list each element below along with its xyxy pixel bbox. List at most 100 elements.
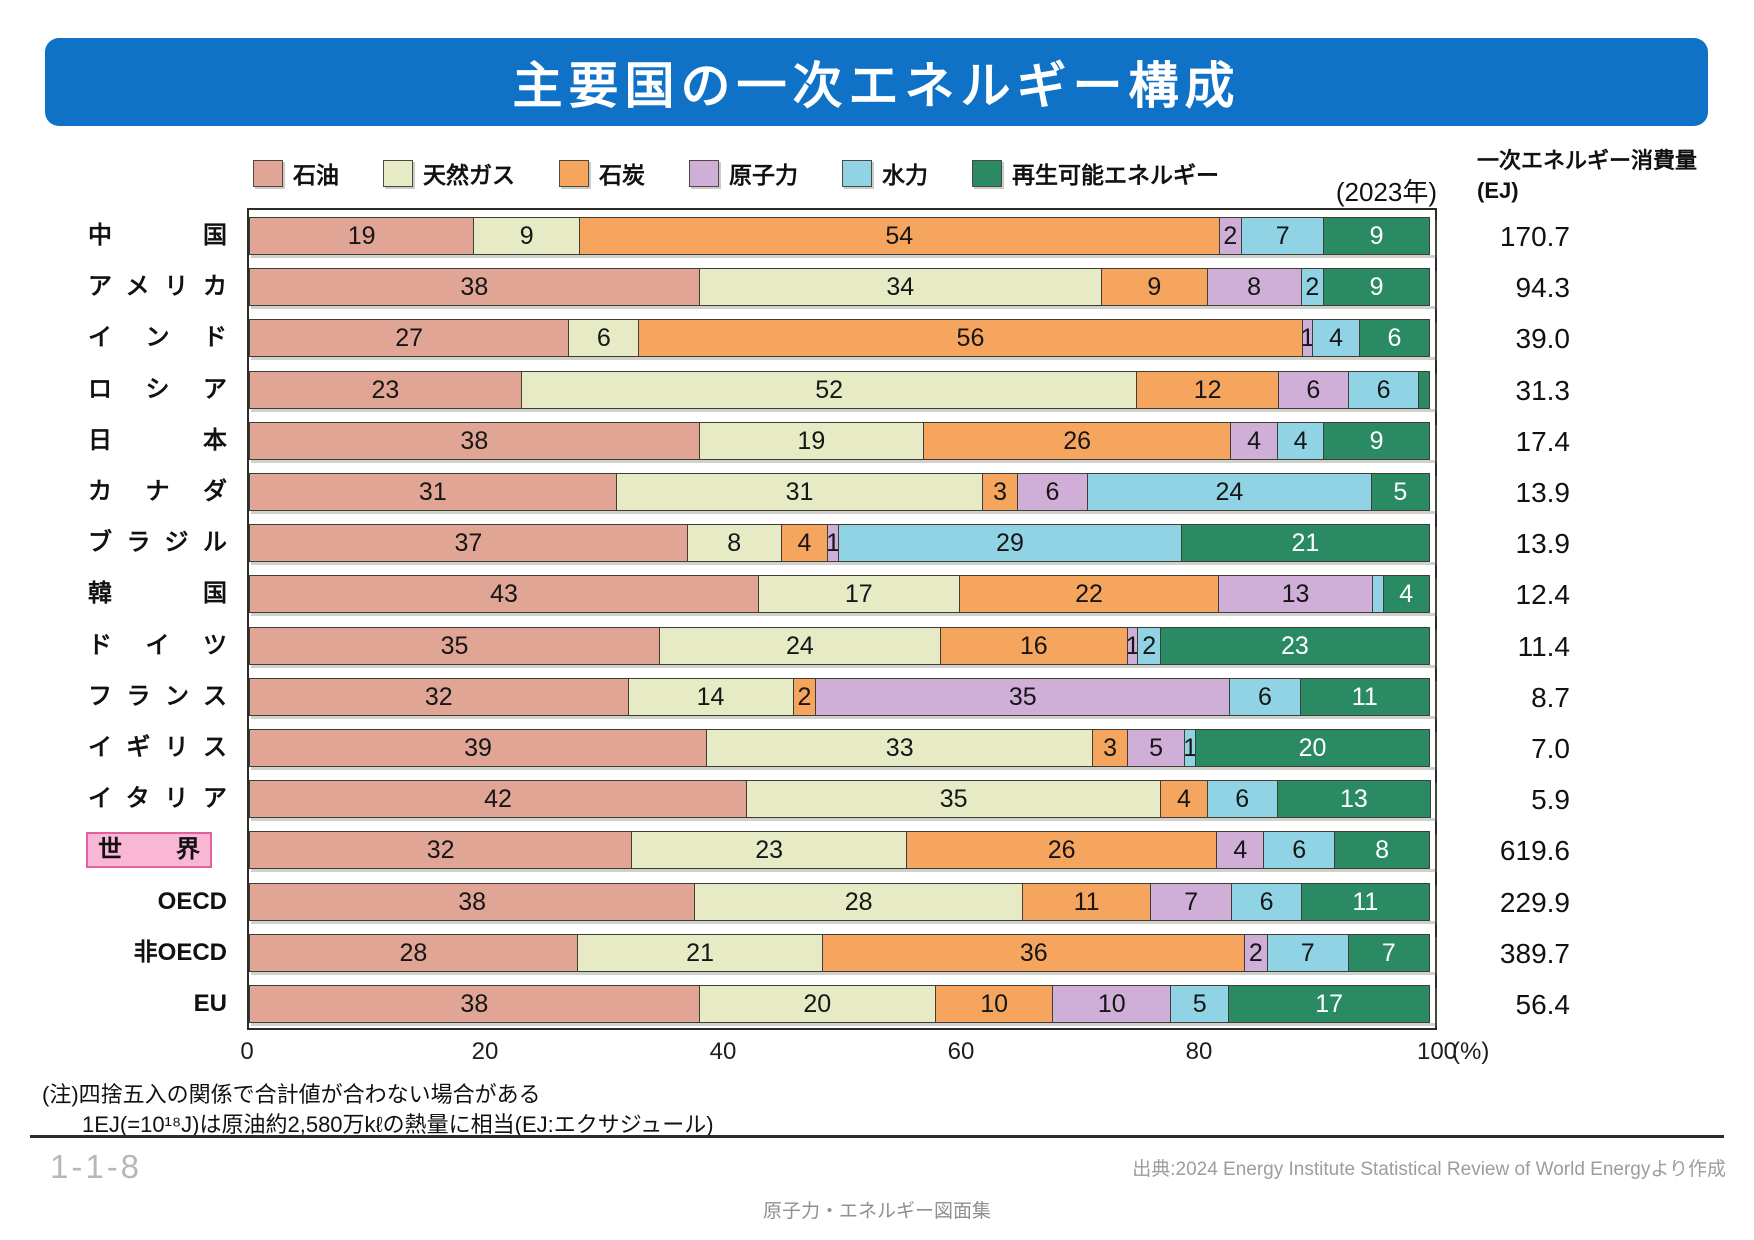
segment-oil-japan: 38 <box>249 422 700 460</box>
segment-oil-china: 19 <box>249 217 475 255</box>
segment-renewable-russia <box>1418 371 1430 409</box>
segment-nuclear-oecd: 7 <box>1150 883 1233 921</box>
segment-renewable-japan: 9 <box>1323 422 1430 460</box>
bar-row-india: 27 6 56 1 4 6 <box>249 319 1435 357</box>
segment-renewable-france: 11 <box>1299 678 1430 716</box>
consumption-value-non-oecd: 389.7 <box>1499 938 1570 969</box>
legend-swatch-renewable <box>972 159 1002 187</box>
segment-nuclear-japan: 4 <box>1230 422 1278 460</box>
country-label-non-oecd: 非OECD <box>133 939 227 966</box>
segment-nuclear-france: 35 <box>815 678 1231 716</box>
segment-gas-germany: 24 <box>658 627 941 665</box>
axis-unit: (%) <box>1452 1038 1490 1065</box>
bar-row-uk: 39 33 3 5 1 20 <box>249 729 1435 767</box>
note-line-1: (注)四捨五入の関係で合計値が合わない場合がある <box>42 1082 541 1107</box>
segment-gas-world: 23 <box>631 831 907 869</box>
segment-coal-oecd: 11 <box>1021 883 1152 921</box>
consumption-column-header: 一次エネルギー消費量 (EJ) <box>1477 146 1697 206</box>
segment-renewable-oecd: 11 <box>1300 883 1430 921</box>
segment-renewable-germany: 23 <box>1159 627 1430 665</box>
segment-hydro-japan: 4 <box>1276 422 1325 460</box>
consumption-value-japan: 17.4 <box>1515 426 1571 457</box>
segment-coal-japan: 26 <box>923 422 1232 460</box>
consumption-value-uk: 7.0 <box>1531 733 1570 764</box>
segment-coal-south-korea: 22 <box>958 575 1220 613</box>
segment-coal-world: 26 <box>905 831 1218 869</box>
segment-coal-germany: 16 <box>939 627 1128 665</box>
segment-gas-uk: 33 <box>705 729 1094 767</box>
country-label-uk: イギリス <box>88 734 227 761</box>
segment-gas-russia: 52 <box>520 371 1138 409</box>
legend-label-renewable: 再生可能エネルギー <box>1012 162 1219 188</box>
segment-renewable-eu: 17 <box>1228 985 1430 1023</box>
segment-gas-usa: 34 <box>698 268 1102 306</box>
segment-oil-uk: 39 <box>249 729 707 767</box>
legend-item-gas: 天然ガス <box>383 156 515 190</box>
segment-nuclear-india: 1 <box>1301 319 1314 357</box>
country-label-france: フランス <box>88 683 227 710</box>
segment-nuclear-russia: 6 <box>1277 371 1349 409</box>
consumption-header-line2: (EJ) <box>1477 178 1519 203</box>
country-label-china: 中国 <box>88 222 227 249</box>
segment-oil-france: 32 <box>249 678 629 716</box>
legend-item-coal: 石炭 <box>559 156 645 190</box>
country-label-india: インド <box>88 324 227 351</box>
legend-label-nuclear: 原子力 <box>729 162 798 188</box>
page-title: 主要国の一次エネルギー構成 <box>512 58 1241 114</box>
bar-row-oecd: 38 28 11 7 6 11 <box>249 883 1435 921</box>
segment-oil-usa: 38 <box>249 268 700 306</box>
bar-row-usa: 38 34 9 8 2 9 <box>249 268 1435 306</box>
segment-oil-italy: 42 <box>249 780 748 818</box>
footer-doc-title: 原子力・エネルギー図面集 <box>762 1201 991 1222</box>
segment-hydro-eu: 5 <box>1170 985 1230 1023</box>
segment-coal-usa: 9 <box>1100 268 1208 306</box>
consumption-value-france: 8.7 <box>1531 682 1570 713</box>
country-label-germany: ドイツ <box>88 632 227 659</box>
country-label-canada: カナダ <box>88 478 227 505</box>
consumption-value-italy: 5.9 <box>1531 784 1570 815</box>
legend-label-oil: 石油 <box>293 162 339 188</box>
legend-swatch-nuclear <box>689 159 719 187</box>
axis-tick-40: 40 <box>709 1038 737 1065</box>
footer-page-number: 1-1-8 <box>50 1148 143 1185</box>
country-label-south-korea: 韓国 <box>88 580 227 607</box>
segment-gas-japan: 19 <box>698 422 924 460</box>
bar-row-canada: 31 31 3 6 24 5 <box>249 473 1435 511</box>
segment-renewable-uk: 20 <box>1195 729 1430 767</box>
legend-label-coal: 石炭 <box>599 162 645 188</box>
segment-coal-brazil: 4 <box>780 524 829 562</box>
note-line-2: 1EJ(=10¹⁸J)は原油約2,580万kℓの熱量に相当(EJ:エクサジュール… <box>82 1112 714 1137</box>
segment-gas-canada: 31 <box>615 473 984 511</box>
consumption-value-china: 170.7 <box>1499 221 1570 252</box>
segment-coal-india: 56 <box>638 319 1303 357</box>
segment-renewable-italy: 13 <box>1276 780 1431 818</box>
axis-tick-100: 100 <box>1416 1038 1458 1065</box>
segment-coal-china: 54 <box>579 217 1220 255</box>
segment-gas-oecd: 28 <box>694 883 1023 921</box>
bar-row-china: 19 9 54 2 7 9 <box>249 217 1435 255</box>
bar-row-non-oecd: 28 21 36 2 7 7 <box>249 934 1435 972</box>
consumption-header-line1: 一次エネルギー消費量 <box>1477 148 1698 173</box>
legend-swatch-coal <box>559 159 589 187</box>
segment-hydro-brazil: 29 <box>837 524 1182 562</box>
segment-oil-canada: 31 <box>249 473 617 511</box>
segment-oil-eu: 38 <box>249 985 700 1023</box>
legend-swatch-hydro <box>842 159 872 187</box>
bar-row-italy: 42 35 4 6 13 <box>249 780 1435 818</box>
segment-coal-russia: 12 <box>1136 371 1279 409</box>
segment-gas-italy: 35 <box>746 780 1162 818</box>
segment-gas-france: 14 <box>627 678 794 716</box>
legend-label-hydro: 水力 <box>882 162 928 188</box>
axis-tick-20: 20 <box>471 1038 499 1065</box>
segment-oil-russia: 23 <box>249 371 522 409</box>
title-banner: 主要国の一次エネルギー構成 <box>45 38 1708 126</box>
country-label-russia: ロシア <box>88 376 227 403</box>
axis-tick-60: 60 <box>947 1038 975 1065</box>
segment-gas-brazil: 8 <box>686 524 782 562</box>
legend-swatch-oil <box>253 159 283 187</box>
legend-swatch-gas <box>383 159 413 187</box>
consumption-value-world: 619.6 <box>1499 835 1570 866</box>
segment-hydro-italy: 6 <box>1206 780 1278 818</box>
segment-oil-world: 32 <box>249 831 633 869</box>
